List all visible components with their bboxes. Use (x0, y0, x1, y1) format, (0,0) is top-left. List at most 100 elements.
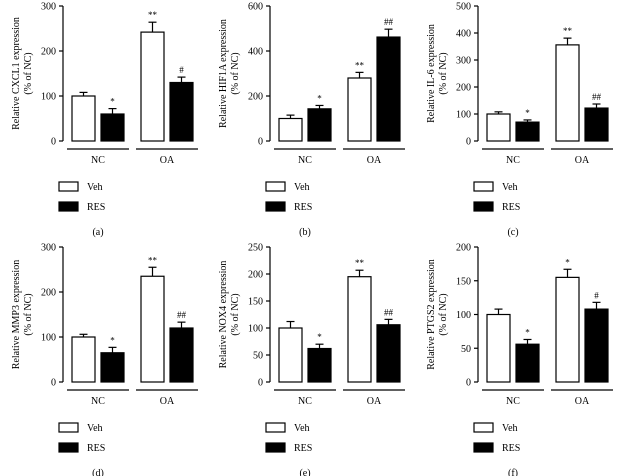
significance-mark: ## (384, 307, 394, 317)
legend-swatch-veh (473, 422, 494, 433)
group-label-nc: NC (506, 396, 520, 407)
y-tick-label: 0 (466, 137, 471, 148)
legend-label-veh: Veh (502, 182, 518, 193)
y-axis-label-unit: (% of NC) (438, 293, 449, 335)
bar-veh-nc (486, 113, 511, 142)
significance-mark: * (317, 93, 322, 103)
significance-mark: ** (563, 26, 573, 36)
group-label-oa: OA (575, 396, 590, 407)
y-tick-label: 200 (41, 288, 56, 299)
y-tick-label: 0 (258, 137, 263, 148)
bar-res-nc (307, 108, 332, 142)
bar-res-oa (169, 81, 194, 142)
y-axis-label: Relative PTGS2 expression (426, 259, 437, 370)
legend-label-veh: Veh (87, 182, 103, 193)
panel-label: (b) (299, 227, 311, 238)
group-label-nc: NC (298, 155, 312, 166)
legend-label-res: RES (87, 443, 105, 454)
legend-swatch-res (58, 201, 79, 212)
y-tick-label: 400 (456, 29, 471, 40)
y-tick-label: 400 (248, 47, 263, 58)
y-tick-label: 300 (41, 243, 56, 254)
y-axis-label-unit: (% of NC) (438, 52, 449, 94)
group-label-oa: OA (160, 155, 175, 166)
legend-swatch-res (265, 201, 286, 212)
y-tick-label: 200 (456, 83, 471, 94)
significance-mark: # (594, 290, 599, 300)
y-axis-label: Relative MMP3 expression (11, 260, 22, 369)
y-axis-label-unit: (% of NC) (23, 293, 34, 335)
legend-label-veh: Veh (294, 182, 310, 193)
bar-veh-nc (486, 313, 511, 383)
legend-swatch-veh (265, 422, 286, 433)
bar-res-oa (584, 107, 609, 142)
y-axis-label: Relative HIF1A expression (218, 19, 229, 128)
bar-veh-oa (140, 275, 165, 383)
significance-mark: ## (592, 92, 602, 102)
group-label-oa: OA (575, 155, 590, 166)
y-tick-label: 0 (51, 378, 56, 389)
group-label-oa: OA (367, 396, 382, 407)
significance-mark: ## (177, 310, 187, 320)
bar-veh-nc (71, 336, 96, 383)
bar-res-nc (515, 121, 540, 142)
significance-mark: * (565, 257, 570, 267)
panel-label: (d) (92, 468, 104, 476)
chart-panel-b: 0 200 400 600 Relative HIF1A expression (% of… (218, 2, 405, 238)
y-tick-label: 200 (248, 270, 263, 281)
legend-label-res: RES (502, 443, 520, 454)
legend-label-res: RES (87, 202, 105, 213)
bar-res-nc (515, 343, 540, 383)
legend-swatch-veh (58, 422, 79, 433)
bar-veh-oa (347, 77, 372, 142)
significance-mark: * (525, 108, 530, 118)
y-tick-label: 300 (41, 2, 56, 13)
panel-label: (f) (508, 468, 518, 476)
y-tick-label: 100 (456, 110, 471, 121)
significance-mark: * (525, 327, 530, 337)
y-axis-label-unit: (% of NC) (230, 293, 241, 335)
legend-swatch-veh (58, 181, 79, 192)
chart-panel-d: 0 100 200 300 Relative MMP3 expression (% of … (11, 243, 198, 476)
y-tick-label: 0 (51, 137, 56, 148)
bar-res-oa (169, 327, 194, 383)
significance-mark: * (110, 335, 115, 345)
bar-veh-nc (71, 95, 96, 142)
group-label-nc: NC (298, 396, 312, 407)
legend-swatch-res (265, 442, 286, 453)
y-tick-label: 100 (41, 333, 56, 344)
significance-mark: ** (355, 60, 365, 70)
legend-label-res: RES (502, 202, 520, 213)
legend-swatch-veh (473, 181, 494, 192)
y-tick-label: 200 (456, 243, 471, 254)
bar-res-nc (100, 352, 125, 383)
bar-veh-oa (555, 44, 580, 142)
panel-label: (a) (92, 227, 103, 238)
chart-panel-a: 0 100 200 300 Relative CXCL1 expression (% of… (11, 2, 198, 238)
y-tick-label: 600 (248, 2, 263, 13)
significance-mark: * (110, 97, 115, 107)
bar-veh-nc (278, 117, 303, 142)
bar-res-nc (100, 113, 125, 142)
bar-veh-oa (555, 276, 580, 383)
y-axis-label-unit: (% of NC) (23, 52, 34, 94)
y-axis-label: Relative CXCL1 expression (11, 17, 22, 130)
bar-veh-oa (140, 31, 165, 142)
y-tick-label: 150 (248, 297, 263, 308)
legend-swatch-veh (265, 181, 286, 192)
y-axis-label: Relative IL-6 expression (426, 24, 437, 123)
legend-label-res: RES (294, 202, 312, 213)
bar-res-oa (376, 324, 401, 383)
y-axis-label: Relative NOX4 expression (218, 261, 229, 369)
legend-swatch-res (58, 442, 79, 453)
y-tick-label: 100 (41, 92, 56, 103)
chart-panel-c: 0 100 200 300 400 500 Relative IL-6 expression… (426, 2, 613, 238)
bar-res-oa (376, 36, 401, 142)
group-label-oa: OA (160, 396, 175, 407)
bar-res-oa (584, 308, 609, 383)
y-tick-label: 250 (248, 243, 263, 254)
y-tick-label: 100 (248, 324, 263, 335)
bar-res-nc (307, 347, 332, 383)
